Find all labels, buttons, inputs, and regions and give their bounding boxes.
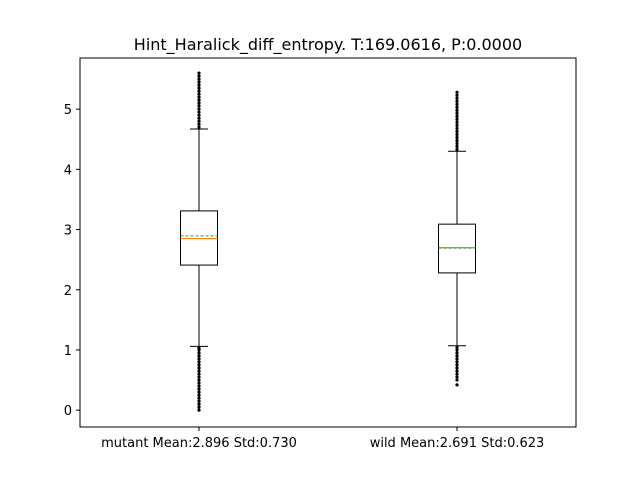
flier-point xyxy=(197,119,201,123)
flier-point xyxy=(197,122,201,126)
flier-point xyxy=(455,360,459,364)
flier-point xyxy=(455,144,459,149)
flier-point xyxy=(197,405,201,409)
flier-point xyxy=(455,348,459,352)
box-group xyxy=(180,71,218,412)
flier-point xyxy=(197,357,201,361)
flier-point xyxy=(197,83,201,87)
flier-point xyxy=(197,80,201,84)
flier-point xyxy=(197,408,201,412)
flier-point xyxy=(455,105,459,109)
flier-point xyxy=(455,117,459,121)
flier-point xyxy=(455,99,459,103)
flier-point xyxy=(197,369,201,373)
y-tick-label: 4 xyxy=(64,163,72,178)
flier-point xyxy=(197,98,201,102)
iqr-box xyxy=(180,210,218,266)
flier-point xyxy=(455,123,459,128)
flier-point xyxy=(197,360,201,364)
flier-point xyxy=(455,141,459,146)
flier-point xyxy=(455,126,459,131)
flier-point xyxy=(455,129,459,134)
flier-point xyxy=(455,363,459,367)
flier-point xyxy=(197,375,201,379)
flier-point xyxy=(455,147,459,152)
y-tick-label: 3 xyxy=(64,224,72,239)
flier-point xyxy=(455,111,459,115)
flier-point xyxy=(197,390,201,394)
flier-point xyxy=(197,378,201,382)
flier-point xyxy=(197,346,201,350)
flier-point xyxy=(197,77,201,81)
flier-point xyxy=(197,363,201,367)
axes-frame xyxy=(79,57,577,428)
flier-point xyxy=(197,116,201,120)
flier-point xyxy=(455,354,459,358)
flier-point xyxy=(455,135,459,140)
flier-point xyxy=(455,378,459,382)
x-tick-label: wild Mean:2.691 Std:0.623 xyxy=(370,436,545,451)
flier-point xyxy=(197,387,201,391)
flier-point xyxy=(197,107,201,111)
flier-point xyxy=(197,125,201,129)
flier-point xyxy=(455,351,459,355)
flier-point xyxy=(197,402,201,406)
flier-point xyxy=(197,399,201,403)
y-tick-label: 0 xyxy=(64,404,72,419)
flier-point xyxy=(197,95,201,99)
chart-title: Hint_Haralick_diff_entropy. T:169.0616, … xyxy=(134,35,522,55)
flier-point xyxy=(197,372,201,376)
flier-point xyxy=(455,357,459,361)
flier-point xyxy=(455,375,459,379)
flier-point xyxy=(197,113,201,117)
flier-point xyxy=(197,104,201,108)
flier-point xyxy=(455,132,459,137)
flier-point xyxy=(197,384,201,388)
flier-point xyxy=(197,396,201,400)
flier-point xyxy=(455,366,459,370)
y-tick-label: 1 xyxy=(64,344,72,359)
flier-point xyxy=(197,393,201,397)
flier-point xyxy=(455,383,459,387)
flier-point xyxy=(455,96,459,100)
flier-point xyxy=(455,93,459,97)
flier-point xyxy=(455,114,459,118)
x-tick-label: mutant Mean:2.896 Std:0.730 xyxy=(101,436,297,451)
y-tick-label: 5 xyxy=(64,103,72,118)
flier-point xyxy=(197,101,201,105)
flier-point xyxy=(455,102,459,106)
flier-point xyxy=(197,89,201,93)
flier-point xyxy=(197,381,201,385)
flier-point xyxy=(455,369,459,373)
flier-point xyxy=(197,366,201,370)
y-tick-label: 2 xyxy=(64,284,72,299)
flier-point xyxy=(455,372,459,376)
flier-point xyxy=(197,351,201,355)
flier-point xyxy=(455,345,459,350)
flier-point xyxy=(197,354,201,358)
flier-point xyxy=(455,108,459,112)
flier-point xyxy=(197,74,201,78)
box-group xyxy=(438,90,476,387)
flier-point xyxy=(455,90,459,94)
flier-point xyxy=(197,86,201,90)
flier-point xyxy=(197,92,201,96)
flier-point xyxy=(455,120,459,125)
flier-point xyxy=(197,110,201,114)
plot-area: 0 1 2 3 4 5 mutant Mean:2.896 Std:0.730 wild Me… xyxy=(64,71,545,451)
flier-point xyxy=(455,138,459,143)
flier-point xyxy=(197,71,201,75)
